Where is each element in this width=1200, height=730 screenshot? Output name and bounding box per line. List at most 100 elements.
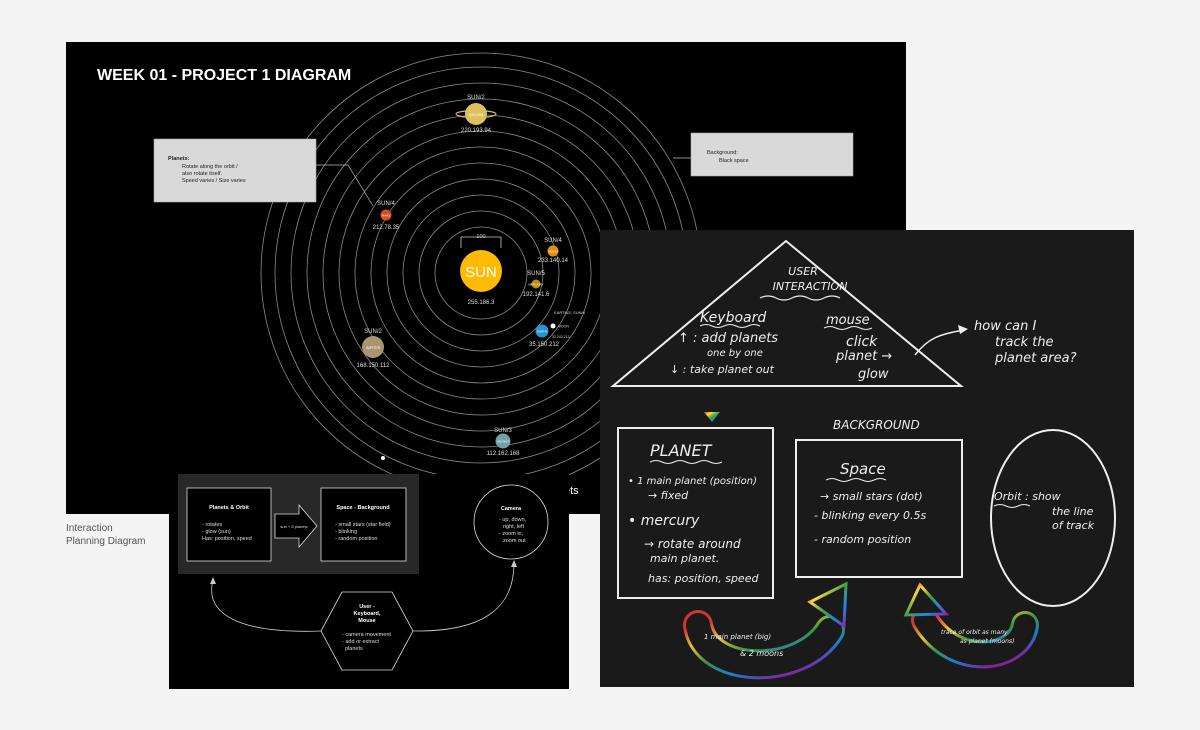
planet-rgb: 35.150.212 — [529, 342, 560, 348]
box-line: - glow (sun) — [202, 529, 231, 535]
box-line: Has: position, speed — [202, 536, 252, 542]
orbit-line: of track — [1052, 519, 1095, 532]
planets-note: Planets: Rotate along the orbit / also r… — [153, 138, 374, 207]
note-title: Background: — [707, 150, 738, 156]
rainbow-arrow-inner — [686, 613, 842, 677]
question-line: how can I — [974, 319, 1036, 334]
planet-venus: SUN/4 VENUS 233.140.14 — [538, 238, 569, 264]
space-box — [795, 439, 963, 578]
hex-line: - camera movement — [342, 632, 391, 638]
planet-scale: SUN/2 — [364, 329, 382, 335]
key-line: ↑ : add planets — [678, 331, 778, 346]
sun — [460, 250, 502, 292]
space-line: → small stars (dot) — [820, 490, 923, 503]
space-line: - blinking every 0.5s — [814, 509, 926, 522]
note-box — [690, 132, 854, 177]
planet-line: main planet. — [650, 552, 719, 565]
rainbow-arrowhead — [903, 582, 950, 617]
note-line: Black space — [719, 158, 749, 164]
squiggle-underline — [825, 478, 887, 482]
box-planets-orbit: Planets & Orbit - rotates - glow (sun) H… — [186, 487, 272, 562]
mouse-label: mouse — [826, 313, 870, 328]
squiggle-underline — [649, 460, 723, 464]
solar-diagram-svg: WEEK 01 - PROJECT 1 DIAGRAM 100 SUN 255.… — [97, 52, 854, 497]
connector-line — [316, 164, 374, 207]
key-line: one by one — [707, 348, 763, 359]
orbit-ring — [434, 226, 528, 320]
planet-name: JUPITER — [366, 346, 381, 350]
orbit-rings — [260, 52, 702, 494]
arrow-shape — [274, 503, 318, 549]
question-line: track the — [995, 335, 1054, 350]
box-line: - blinking — [335, 529, 357, 535]
note-line: also rotate itself. — [182, 171, 223, 177]
planet-body — [547, 245, 559, 257]
sketch-title: USER — [788, 265, 818, 278]
interaction-triangle — [610, 239, 964, 387]
background-note: Background: Black space — [673, 132, 854, 177]
note-line: Rotate along the orbit / — [182, 164, 238, 170]
flow-box — [186, 487, 272, 562]
key-line: ↓ : take planet out — [670, 363, 775, 376]
rainbow-arrow-orbit: trace of orbit as many as planet (moons) — [903, 582, 1039, 669]
connector-curve — [211, 579, 322, 632]
planet-line: • mercury — [628, 513, 700, 529]
planet-name: EARTH — [537, 330, 547, 334]
arrow-text: 1 main planet (big) — [704, 633, 771, 641]
planet-scale: SUN/3 — [494, 428, 512, 434]
squiggle-underline — [993, 504, 1031, 508]
squiggle-underline — [759, 295, 841, 301]
planet-jupiter: SUN/2 JUPITER 168.150.112 — [357, 329, 391, 369]
box-line: - random position — [335, 536, 378, 542]
question-arrow — [914, 329, 965, 356]
caption: Interaction Planning Diagram — [66, 522, 146, 548]
hex-title: User - — [359, 604, 375, 610]
planet-body — [465, 103, 487, 125]
planet-body — [380, 209, 392, 221]
planet-name: VENUS — [548, 250, 558, 254]
planet-rgb: 233.140.14 — [538, 258, 569, 264]
planet-scale: SUN/5 — [527, 271, 545, 277]
space-box-title: Space — [840, 460, 886, 478]
planet-name: MERCURY — [528, 283, 543, 287]
planet-name: SATURN — [469, 113, 484, 117]
planet-scale: SUN/4 — [544, 238, 562, 244]
user-hexagon: User - Keyboard, Mouse - camera movement… — [320, 591, 414, 671]
sun-group: 100 SUN 255.186.3 — [460, 234, 502, 306]
sun-rgb: 255.186.3 — [468, 300, 495, 306]
planet-line: • 1 main planet (position) — [628, 476, 757, 487]
planet-uranus: SUN/3 URANUS 112.162.168 — [487, 428, 521, 457]
rainbow-down-arrowhead — [704, 412, 720, 422]
caption-line: Planning Diagram — [66, 536, 146, 547]
caption-line: Interaction — [66, 523, 113, 534]
moon-body — [550, 323, 556, 329]
planet-rgb: 112.162.168 — [487, 451, 521, 457]
circle-line: - up, down, — [499, 517, 527, 523]
box-line: - rotates — [202, 522, 222, 528]
mouse-line: click — [846, 334, 878, 350]
arrow-text: as planet (moons) — [960, 638, 1014, 645]
planet-rgb: 168.150.112 — [357, 363, 391, 369]
orbit-line: the line — [1052, 505, 1094, 518]
hex-title: Mouse — [358, 618, 375, 624]
moon-rgb: 32.243.213 — [552, 335, 570, 339]
planet-name: URANUS — [497, 440, 510, 444]
diagram-title: WEEK 01 - PROJECT 1 DIAGRAM — [97, 67, 351, 84]
arrowhead — [511, 560, 517, 567]
circle-line: right, left — [503, 524, 525, 530]
planet-body — [531, 279, 541, 289]
box-line: - small stars (star field) — [335, 522, 391, 528]
planet-line: → fixed — [648, 489, 689, 502]
box-title: Space - Background — [336, 505, 389, 511]
orbit-ring — [386, 178, 576, 368]
orbit-line: Orbit : show — [994, 490, 1061, 503]
flow-diagram-svg: Planets & Orbit - rotates - glow (sun) H… — [178, 474, 549, 671]
box-space-background: Space - Background - small stars (star f… — [320, 487, 407, 562]
sketch-title: INTERACTION — [773, 280, 848, 293]
planet-earth: EARTH 35.150.212 — [529, 324, 560, 348]
planet-box-title: PLANET — [650, 441, 713, 460]
mouse-line: planet → — [835, 349, 892, 364]
flow-diagram-panel: Planets & Orbit - rotates - glow (sun) H… — [169, 474, 569, 689]
mouse-line: glow — [858, 367, 889, 382]
planet-box — [617, 427, 774, 599]
